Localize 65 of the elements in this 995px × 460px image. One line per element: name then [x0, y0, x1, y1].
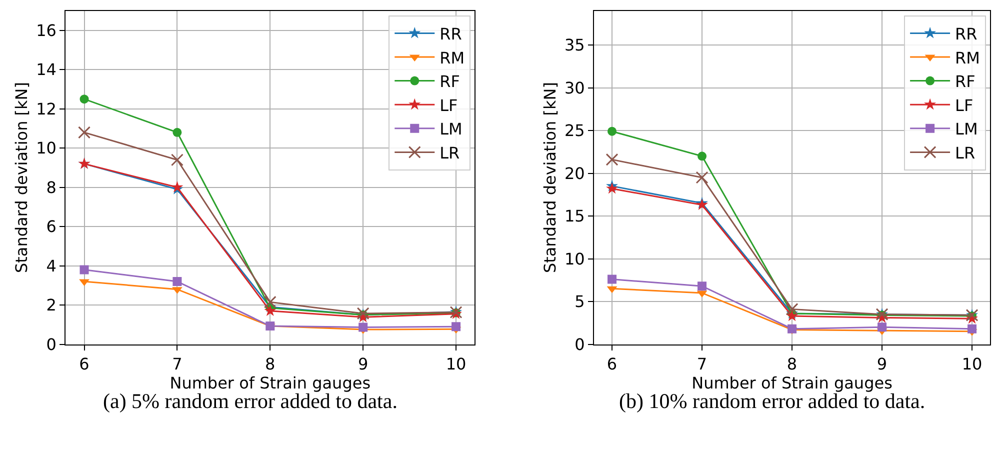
point [786, 310, 798, 322]
point [608, 274, 617, 284]
x-tick-label: 9 [358, 354, 368, 374]
x-tick-label: 8 [265, 354, 276, 374]
legend-label: RM [440, 48, 465, 68]
point [80, 94, 89, 104]
point [172, 276, 182, 286]
y-tick-label: 5 [574, 292, 585, 312]
point [696, 171, 708, 184]
y-tick-label: 16 [36, 21, 56, 40]
y-tick-label: 0 [574, 334, 585, 354]
y-tick-label: 12 [36, 99, 56, 118]
point [264, 296, 276, 308]
y-tick-label: 4 [46, 256, 56, 276]
y-tick-label: 6 [46, 217, 56, 236]
y-tick-label: 10 [564, 249, 585, 268]
legend-label: LM [440, 120, 462, 139]
y-tick-label: 15 [564, 206, 585, 226]
point [172, 128, 182, 137]
x-tick-label: 10 [962, 354, 982, 374]
x-tick-label: 7 [172, 354, 182, 374]
y-tick-label: 14 [36, 60, 56, 80]
point [968, 324, 977, 334]
x-axis-title: Number of Strain gauges [692, 373, 892, 392]
legend-label: RR [440, 24, 462, 44]
legend-label: RM [955, 48, 980, 68]
legend-label: LM [955, 120, 978, 139]
y-tick-label: 0 [46, 334, 56, 354]
legend-label: LR [440, 143, 460, 162]
y-tick-label: 30 [564, 78, 585, 98]
legend-label: LF [440, 96, 458, 115]
legend-label: RR [955, 24, 978, 44]
legend-label: LR [955, 143, 976, 162]
point [358, 322, 368, 332]
point [608, 126, 617, 136]
point [698, 282, 707, 291]
x-tick-label: 6 [79, 354, 90, 374]
y-tick-label: 35 [564, 36, 585, 55]
legend-label: LF [955, 96, 974, 115]
point [606, 182, 618, 194]
point [452, 322, 461, 332]
legend-label: RF [440, 72, 460, 92]
y-tick-label: 10 [36, 138, 56, 158]
y-axis-title: Standard deviation [kN] [540, 82, 560, 274]
point [788, 324, 797, 334]
point [698, 152, 707, 161]
y-tick-label: 2 [46, 296, 56, 315]
x-tick-label: 9 [876, 354, 888, 374]
point [606, 153, 618, 166]
point [786, 302, 798, 316]
y-tick-label: 25 [564, 121, 585, 140]
x-tick-label: 7 [696, 354, 708, 374]
legend-label: RF [955, 72, 976, 92]
point [878, 322, 887, 332]
x-tick-label: 6 [606, 354, 618, 374]
x-tick-label: 8 [786, 354, 798, 374]
y-tick-label: 8 [46, 178, 56, 197]
point [264, 304, 276, 316]
point [78, 126, 91, 139]
y-tick-label: 20 [564, 164, 585, 183]
y-axis-title: Standard deviation [kN] [12, 82, 32, 274]
x-axis-title: Number of Strain gauges [170, 373, 371, 392]
point [80, 265, 89, 274]
x-tick-label: 10 [446, 354, 466, 374]
point [170, 154, 184, 166]
